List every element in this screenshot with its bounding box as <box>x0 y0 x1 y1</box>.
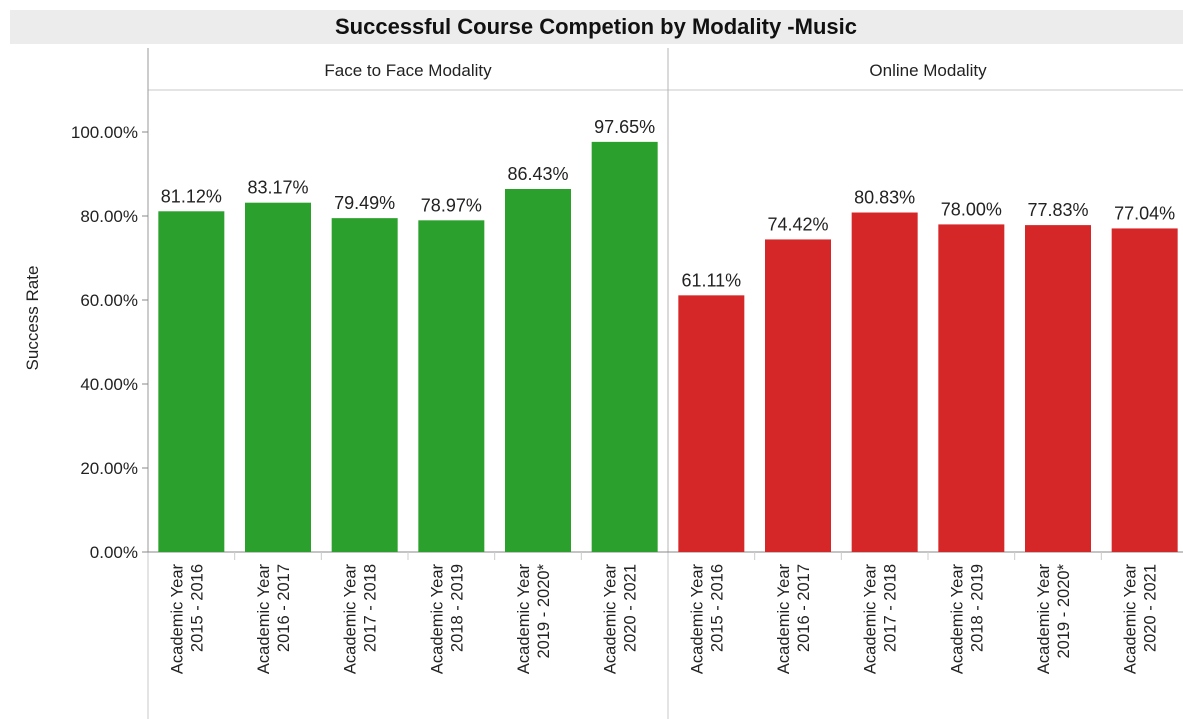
bar <box>938 224 1005 552</box>
x-tick-label-line: 2016 - 2017 <box>795 564 813 652</box>
x-tick-label-line: Academic Year <box>948 564 966 675</box>
bar <box>851 212 918 552</box>
x-tick-label: Academic Year 2019 - 2020* <box>1035 563 1073 674</box>
x-tick-label-line: Academic Year <box>1122 564 1140 675</box>
x-tick-label-line: 2017 - 2018 <box>882 564 900 652</box>
x-tick-label: Academic Year 2015 - 2016 <box>168 564 206 675</box>
x-tick-label: Academic Year 2016 - 2017 <box>775 564 813 675</box>
x-tick-label: Academic Year 2018 - 2019 <box>948 564 986 675</box>
bar <box>678 295 745 552</box>
x-tick-label-line: 2015 - 2016 <box>188 564 206 652</box>
x-tick-label-line: Academic Year <box>862 564 880 675</box>
x-tick-label-line: 2020 - 2021 <box>622 564 640 652</box>
x-tick-label-line: Academic Year <box>342 564 360 675</box>
y-tick-label: 80.00% <box>80 207 138 226</box>
x-tick-label-line: Academic Year <box>688 564 706 675</box>
panel-header-label: Online Modality <box>869 61 987 80</box>
data-label: 74.42% <box>767 214 828 234</box>
bar <box>331 218 398 552</box>
chart-title: Successful Course Competion by Modality … <box>335 14 857 39</box>
data-label: 78.97% <box>421 195 482 215</box>
x-tick-label-line: 2019 - 2020* <box>535 563 553 658</box>
x-tick-label-line: Academic Year <box>515 564 533 675</box>
y-axis-label: Success Rate <box>23 266 42 371</box>
x-tick-label-line: 2015 - 2016 <box>708 564 726 652</box>
data-label: 80.83% <box>854 188 915 208</box>
bar <box>158 211 225 552</box>
bar <box>765 239 831 552</box>
plot-area: 0.00% 20.00% 40.00% 60.00% 80.00% 100.00% Face… <box>71 48 1183 719</box>
x-tick-label-line: Academic Year <box>255 564 273 675</box>
x-tick-label: Academic Year 2020 - 2021 <box>602 564 640 675</box>
x-tick-label-line: 2020 - 2021 <box>1142 564 1160 652</box>
bar <box>1025 225 1091 552</box>
y-tick-label: 60.00% <box>80 291 138 310</box>
y-tick-label: 20.00% <box>80 459 138 478</box>
x-tick-label-line: Academic Year <box>602 564 620 675</box>
data-label: 97.65% <box>594 117 655 137</box>
x-tick-label-line: Academic Year <box>428 564 446 675</box>
data-label: 86.43% <box>507 164 568 184</box>
data-label: 83.17% <box>247 178 308 198</box>
y-tick-label: 100.00% <box>71 123 138 142</box>
data-label: 81.12% <box>161 186 222 206</box>
bar <box>245 202 311 552</box>
data-label: 61.11% <box>681 270 741 290</box>
bar <box>418 220 485 553</box>
title-band <box>10 10 1183 44</box>
y-tick-label: 40.00% <box>80 375 138 394</box>
x-tick-label-line: Academic Year <box>168 564 186 675</box>
x-tick-label: Academic Year 2015 - 2016 <box>688 564 726 675</box>
x-tick-label-line: 2017 - 2018 <box>362 564 380 652</box>
x-tick-label-line: Academic Year <box>775 564 793 675</box>
x-tick-label: Academic Year 2020 - 2021 <box>1122 564 1160 675</box>
y-tick-label: 0.00% <box>90 543 138 562</box>
x-tick-label-line: 2019 - 2020* <box>1055 563 1073 658</box>
x-tick-label: Academic Year 2019 - 2020* <box>515 563 553 674</box>
x-tick-label: Academic Year 2017 - 2018 <box>342 564 380 675</box>
x-tick-label-line: 2018 - 2019 <box>448 564 466 652</box>
bar <box>591 141 658 552</box>
x-tick-label-line: 2018 - 2019 <box>968 564 986 652</box>
bar <box>1111 228 1178 552</box>
x-tick-label-line: 2016 - 2017 <box>275 564 293 652</box>
bar <box>505 188 571 552</box>
panel-header-label: Face to Face Modality <box>324 61 492 80</box>
x-tick-label: Academic Year 2016 - 2017 <box>255 564 293 675</box>
data-label: 77.04% <box>1114 203 1175 223</box>
x-tick-label: Academic Year 2018 - 2019 <box>428 564 466 675</box>
data-label: 77.83% <box>1027 200 1088 220</box>
x-tick-label-line: Academic Year <box>1035 564 1053 675</box>
data-label: 79.49% <box>334 193 395 213</box>
x-tick-label: Academic Year 2017 - 2018 <box>862 564 900 675</box>
data-label: 78.00% <box>941 199 1002 219</box>
